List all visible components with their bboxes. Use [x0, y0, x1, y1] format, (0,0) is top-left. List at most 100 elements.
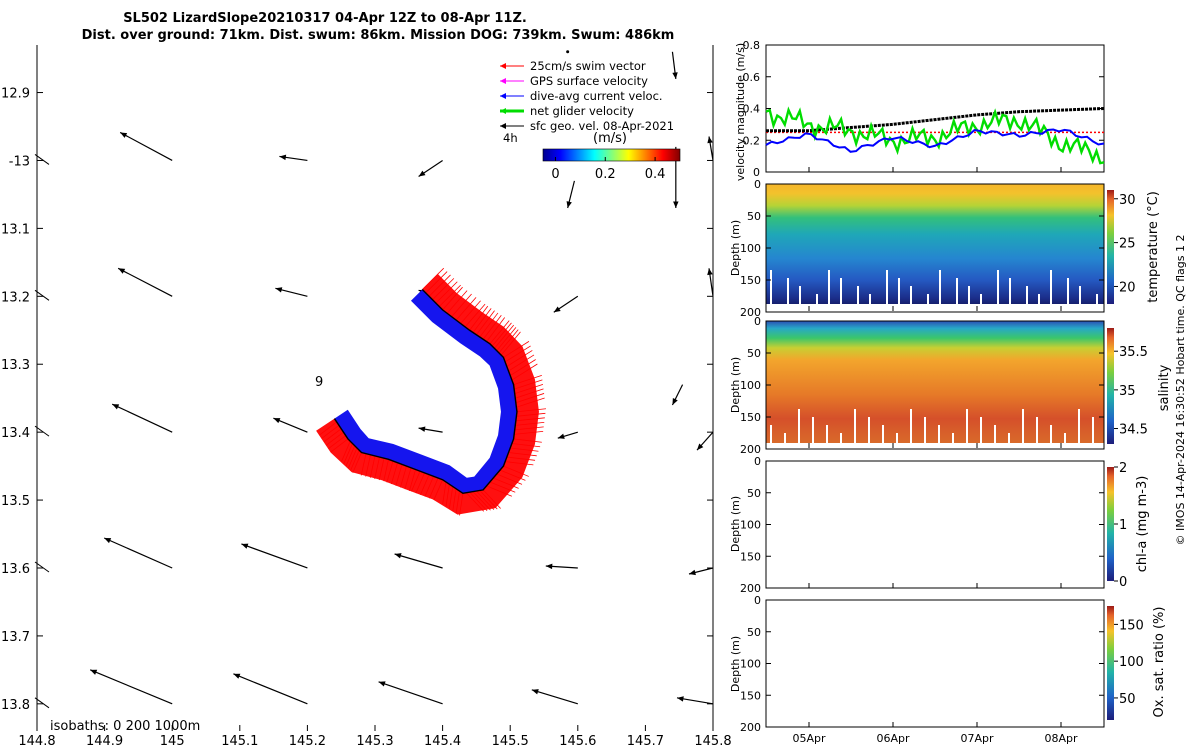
- data-gap: [840, 278, 842, 304]
- velocity-arrow: [531, 689, 578, 705]
- colorbar-tick-label: 25: [1119, 237, 1136, 252]
- depth-tick-label: 200: [740, 721, 761, 734]
- swim-vector: [506, 350, 533, 367]
- time-tick-label: 07Apr: [960, 732, 994, 745]
- data-gap: [854, 409, 856, 443]
- swim-vector: [347, 447, 358, 469]
- depth-tick-label: 150: [740, 689, 761, 702]
- depth-tick-label: 150: [740, 274, 761, 287]
- map-y-ticks: 12.9 -13 13.1 13.2 13.3 13.4 13.5 13.6 13.7 13.8: [1, 87, 713, 713]
- position-dot: [566, 50, 570, 54]
- swim-vector: [459, 493, 464, 516]
- map-x-tick-label: 145.4: [424, 734, 461, 749]
- swim-vector: [514, 431, 544, 435]
- map-x-tick-label: 145.7: [627, 734, 664, 749]
- depth-tick-label: 100: [740, 242, 761, 255]
- swim-vector: [515, 417, 545, 422]
- data-gap: [869, 294, 871, 304]
- swim-vector: [319, 421, 337, 436]
- data-gap: [787, 278, 789, 304]
- velocity-arrowhead: [677, 696, 684, 702]
- map-x-tick-label: 145.5: [492, 734, 529, 749]
- legend-arrowhead: [500, 123, 506, 129]
- swim-vector: [350, 450, 360, 471]
- swim-vector: [472, 308, 492, 333]
- legend-label: sfc geo. vel. 08-Apr-2021: [530, 119, 674, 133]
- velocity-arrowhead: [378, 681, 386, 687]
- annotation-9: 9: [315, 375, 323, 390]
- chla-panel: 0 50 100 150 200 Depth (m) 2 1 0 chl-a (mg m-3…: [729, 455, 1150, 595]
- swim-vector: [341, 441, 351, 462]
- swim-vector: [496, 473, 523, 485]
- legend-label: net glider velocity: [530, 104, 634, 118]
- data-gap: [857, 286, 859, 304]
- depth-tick-label: 200: [740, 582, 761, 595]
- data-gap: [938, 425, 940, 443]
- legend-arrowhead: [500, 78, 506, 84]
- colorbar-tick-label: 150: [1119, 618, 1144, 633]
- swim-vector: [432, 278, 455, 300]
- depth-tick-label: 100: [740, 379, 761, 392]
- swim-vector: [378, 458, 385, 481]
- velocity-arrowhead: [112, 404, 120, 410]
- map-y-tick-label: -13: [9, 154, 30, 169]
- velocity-arrowhead: [553, 306, 561, 313]
- swim-vector: [383, 459, 389, 482]
- title-line-2: Dist. over ground: 71km. Dist. swum: 86k…: [82, 28, 675, 43]
- swim-vector: [424, 476, 434, 497]
- velocity-arrowhead: [566, 201, 572, 209]
- swim-vector: [374, 456, 380, 479]
- map-colorbar-ticks: 0 0.2 0.4: [551, 157, 665, 182]
- swim-vector: [409, 469, 416, 491]
- swim-vector: [452, 488, 457, 512]
- chla-depth-ticks: 0 50 100 150 200: [740, 455, 1104, 595]
- swim-vector: [445, 484, 450, 507]
- data-gap: [927, 294, 929, 304]
- salinity-depth-ticks: 0 50 100 150 200: [740, 315, 1104, 456]
- temperature-gaps: [770, 270, 1098, 304]
- map-y-tick-label: 13.5: [1, 494, 30, 509]
- velocity-arrowhead: [531, 689, 539, 695]
- data-gap: [910, 286, 912, 304]
- swim-vector: [510, 447, 539, 452]
- velocity-arrowhead: [275, 287, 283, 293]
- swim-vector: [422, 267, 445, 290]
- depth-tick-label: 150: [740, 550, 761, 563]
- swim-vector: [429, 477, 439, 499]
- velocity-panel: 0 0.2 0.4 0.6 0.8 velocity magnitude (m/s): [734, 39, 1105, 181]
- data-gap: [798, 409, 800, 443]
- velocity-tick-label: 0.8: [743, 39, 761, 52]
- swim-vector: [515, 393, 545, 404]
- depth-tick-label: 50: [747, 210, 761, 223]
- colorbar-tick-label: 100: [1119, 655, 1144, 670]
- velocity-arrowhead: [707, 268, 713, 276]
- data-gap: [1050, 270, 1052, 304]
- swim-vector: [455, 297, 477, 321]
- swim-vector: [503, 341, 530, 358]
- swim-vector: [509, 359, 536, 376]
- temperature-panel: 0 50 100 150 200 Depth (m) 30 25 20 temperatur…: [729, 178, 1161, 319]
- data-gap: [812, 417, 814, 443]
- swim-vector: [505, 461, 534, 466]
- swim-vector: [442, 481, 447, 505]
- legend-arrowhead: [500, 93, 506, 99]
- swim-vector: [395, 464, 403, 486]
- map-x-tick-label: 145.6: [559, 734, 596, 749]
- colorbar-tick-label: 0: [551, 167, 559, 182]
- map-y-tick-label: 12.9: [1, 87, 30, 102]
- velocity-tick-label: 0.2: [743, 134, 761, 147]
- data-gap: [770, 270, 772, 304]
- legend-label: GPS surface velocity: [530, 74, 648, 88]
- temperature-ylabel: Depth (m): [729, 220, 742, 276]
- velocity-tick-label: 0: [753, 166, 760, 179]
- map-x-tick-label: 144.9: [86, 734, 123, 749]
- velocity-arrowhead: [689, 569, 696, 576]
- colorbar-tick-label: 35: [1119, 384, 1136, 399]
- legend-arrowhead: [500, 108, 506, 114]
- map-x-tick-label: 144.8: [18, 734, 55, 749]
- swim-vector: [493, 477, 519, 489]
- swim-vector: [516, 408, 547, 413]
- swim-vector: [489, 320, 510, 345]
- data-gap: [840, 433, 842, 443]
